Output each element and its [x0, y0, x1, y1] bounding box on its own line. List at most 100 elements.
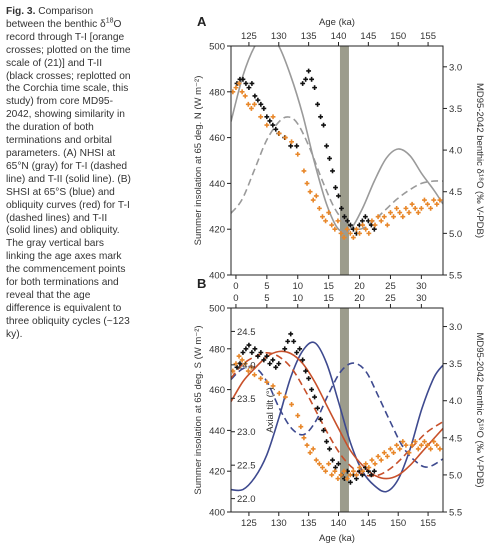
panel-a-black-cross-point: [318, 114, 323, 120]
panel-b-right-tick-label: 3.5: [449, 359, 462, 370]
figure-caption: Fig. 3. Comparison between the benthic δ…: [6, 6, 132, 342]
panel-b-inner-tick-label: 24.0: [237, 360, 256, 371]
panel-a-top-tick-label: 125: [241, 31, 257, 42]
panel-a-black-cross-point: [240, 76, 246, 82]
panel-b-orange-cross-point: [335, 476, 341, 482]
panel-a-black-cross-point: [339, 205, 344, 211]
panel-a-orange-cross-point: [233, 85, 239, 91]
panel-a-orange-cross-point: [242, 93, 248, 99]
panel-a-top-tick-label: 140: [331, 31, 347, 42]
panel-b-top-tick-label: 30: [416, 293, 427, 304]
panel-a-left-tick-label: 440: [209, 179, 225, 190]
panel-b-inner-tick-label: 23.0: [237, 427, 256, 438]
panel-a-orange-cross-point: [236, 81, 242, 86]
panel-b-orange-cross-point: [372, 461, 378, 467]
panel-b-orange-cross-point: [350, 468, 356, 474]
panel-a-orange-cross-point: [394, 205, 400, 211]
panel-b-black-cross-point: [258, 350, 264, 355]
panel-b-black-cross-point: [324, 439, 329, 444]
panel-a-orange-cross-point: [310, 197, 316, 203]
panel-b-black-cross-point: [306, 376, 312, 381]
panel-b-frame: [230, 307, 444, 513]
panel-b-left-tick-label: 480: [209, 344, 225, 355]
panel-b-red-dashed-curve: [231, 351, 443, 477]
panel-b-black-cross-point: [273, 364, 279, 370]
panel-b-orange-cross-point: [332, 468, 338, 474]
figure-label: Fig. 3.: [6, 6, 36, 17]
panel-a-orange-cross-point: [388, 210, 393, 215]
panel-a-right-axis-label: MD95-2042 benthic δ¹⁸O (‰ V-PDB): [474, 83, 485, 238]
caption-superscript: 18: [105, 17, 114, 25]
panel-a-orange-cross-point: [347, 230, 353, 236]
panel-a-black-cross-point: [342, 214, 347, 220]
panel-b-orange-cross-point: [400, 439, 406, 444]
caption-text-2: O record through T-I [orange crosses; pl…: [6, 18, 131, 340]
panel-b-orange-cross-point: [428, 446, 434, 452]
panel-a-black-cross-point: [306, 68, 312, 74]
panel-a-orange-cross-point: [425, 201, 430, 207]
panel-b-orange-cross-point: [384, 453, 390, 459]
panel-a-orange-cross-point: [239, 89, 245, 95]
panel-b-orange-cross-point: [434, 442, 440, 448]
panel-b-orange-cross-point: [394, 442, 400, 448]
panel-b-right-tick-label: 4.5: [449, 433, 462, 444]
panel-a-orange-cross-point: [363, 226, 369, 232]
panel-b-orange-cross-point: [245, 368, 251, 374]
panel-a-orange-cross-point: [434, 201, 440, 207]
panel-a-black-cross-point: [312, 85, 318, 91]
panel-b-black-cross-point: [261, 357, 267, 363]
panel-a-bottom-tick-label: 25: [385, 281, 396, 292]
panel-b-orange-cross-point: [388, 446, 393, 452]
panel-b-black-cross-point: [240, 350, 246, 355]
panel-a-orange-cross-point: [258, 114, 264, 120]
panel-b-black-cross-point: [246, 342, 252, 348]
panel-a-orange-cross-point: [400, 214, 406, 220]
panel-a-orange-cross-point: [329, 222, 335, 228]
panel-a-right-tick-label: 5.5: [449, 271, 462, 282]
panel-a-orange-cross-point: [397, 210, 403, 215]
panel-a-orange-cross-point: [248, 106, 254, 111]
panel-a-black-cross-point: [362, 214, 368, 220]
panel-a-orange-cross-point: [369, 218, 375, 224]
panel-a-black-cross-point: [330, 168, 335, 174]
panel-b-orange-cross-point: [431, 439, 437, 444]
panel-b-orange-cross-point: [418, 442, 424, 448]
panel-b-orange-cross-point: [236, 353, 242, 359]
panel-a-orange-cross-point: [384, 222, 390, 228]
panel-a-top-axis-label: Age (ka): [319, 17, 355, 28]
panel-a-orange-cross-point: [289, 139, 294, 145]
panel-b-black-cross-point: [321, 428, 326, 433]
panel-b-inner-tick-label: 22.5: [237, 461, 256, 472]
panel-b-black-cross-point: [252, 346, 258, 352]
panel-a-orange-cross-point: [276, 131, 282, 136]
panel-b-orange-cross-point: [282, 394, 288, 400]
panel-b-bottom-tick-label: 130: [271, 518, 287, 529]
panel-a-black-cross-point: [264, 114, 270, 120]
panel-b-orange-cross-point: [323, 468, 328, 474]
panel-b-orange-cross-point: [264, 379, 270, 385]
panel-a-top-tick-label: 155: [420, 31, 436, 42]
panel-a-left-axis-label: Summer insolation at 65 deg. N (W m⁻²): [193, 76, 204, 246]
panel-a-bottom-tick-label: 0: [233, 281, 238, 292]
panel-b-bottom-tick-label: 150: [390, 518, 406, 529]
panel-a-right-tick-label: 5.0: [449, 229, 462, 240]
panel-b-right-tick-label: 3.0: [449, 322, 462, 333]
panel-a-black-cross-point: [336, 193, 341, 199]
panel-a-black-cross-point: [300, 81, 306, 86]
panel-a-bottom-tick-label: 10: [292, 281, 303, 292]
panel-b-black-cross-point: [276, 361, 282, 367]
panel-a-orange-cross-point: [431, 197, 437, 203]
panel-b-orange-cross-point: [354, 472, 359, 478]
panel-a-orange-cross-point: [409, 201, 415, 207]
panel-b-bottom-tick-label: 140: [331, 518, 347, 529]
panel-a-letter: A: [197, 14, 207, 29]
panel-b-orange-cross-point: [233, 361, 239, 367]
panel-a-orange-cross-point: [335, 218, 341, 224]
panel-a-black-cross-point: [270, 122, 276, 128]
panel-b-orange-cross-point: [397, 446, 403, 452]
panel-a-right-tick-label: 4.0: [449, 146, 462, 157]
panel-b-orange-cross-point: [357, 465, 362, 470]
panel-b-orange-cross-point: [369, 457, 375, 463]
panel-a-black-cross-point: [321, 122, 326, 128]
panel-b-orange-cross-point: [341, 468, 347, 474]
